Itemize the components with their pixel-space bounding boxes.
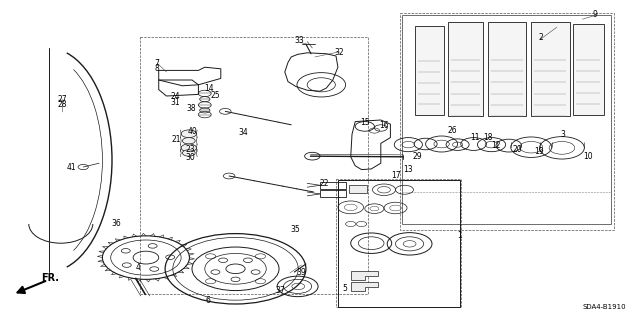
FancyBboxPatch shape [573, 24, 604, 115]
Text: 25: 25 [210, 91, 220, 100]
Text: 24: 24 [170, 92, 180, 101]
Text: 23: 23 [186, 145, 196, 154]
Text: 22: 22 [319, 179, 328, 188]
Text: 20: 20 [512, 145, 522, 154]
Text: 35: 35 [291, 225, 301, 234]
Text: 41: 41 [67, 163, 77, 172]
Text: 27: 27 [57, 95, 67, 104]
Text: 39: 39 [296, 268, 306, 277]
Text: 14: 14 [204, 84, 214, 93]
Text: 12: 12 [492, 141, 500, 150]
Text: 8: 8 [154, 64, 159, 73]
Text: 40: 40 [187, 127, 197, 136]
Text: 15: 15 [360, 118, 370, 127]
Text: 6: 6 [205, 296, 211, 305]
Text: 10: 10 [582, 152, 593, 161]
Circle shape [182, 150, 195, 156]
FancyBboxPatch shape [415, 26, 444, 115]
Text: 31: 31 [170, 98, 180, 107]
Text: 7: 7 [154, 59, 159, 68]
Polygon shape [351, 271, 378, 280]
Text: 26: 26 [447, 126, 457, 135]
Text: 36: 36 [111, 220, 122, 228]
Text: FR.: FR. [42, 273, 60, 283]
Text: 37: 37 [275, 286, 285, 295]
Circle shape [182, 138, 195, 144]
Text: 33: 33 [294, 36, 305, 45]
Text: 30: 30 [186, 153, 196, 162]
FancyBboxPatch shape [349, 185, 367, 193]
Text: 29: 29 [412, 152, 422, 161]
Text: 13: 13 [403, 165, 413, 174]
Text: 16: 16 [379, 121, 389, 130]
Circle shape [181, 130, 196, 138]
Circle shape [181, 144, 196, 152]
Text: 38: 38 [186, 104, 196, 113]
Text: 18: 18 [484, 133, 493, 142]
FancyBboxPatch shape [448, 22, 483, 116]
Text: 9: 9 [593, 10, 598, 19]
Text: 4: 4 [135, 263, 140, 272]
FancyBboxPatch shape [488, 22, 526, 116]
Text: 34: 34 [238, 128, 248, 137]
Text: 28: 28 [58, 100, 67, 109]
Text: 2: 2 [538, 33, 543, 42]
Text: 17: 17 [390, 171, 401, 180]
Text: 1: 1 [457, 231, 462, 240]
FancyBboxPatch shape [531, 22, 570, 116]
Text: 5: 5 [342, 284, 347, 293]
Text: 3: 3 [561, 130, 566, 139]
Text: 32: 32 [334, 48, 344, 57]
Text: SDA4-B1910: SDA4-B1910 [582, 304, 626, 310]
Text: 19: 19 [534, 147, 544, 156]
Polygon shape [351, 282, 378, 291]
Text: 11: 11 [470, 133, 479, 142]
Text: 21: 21 [172, 135, 181, 144]
